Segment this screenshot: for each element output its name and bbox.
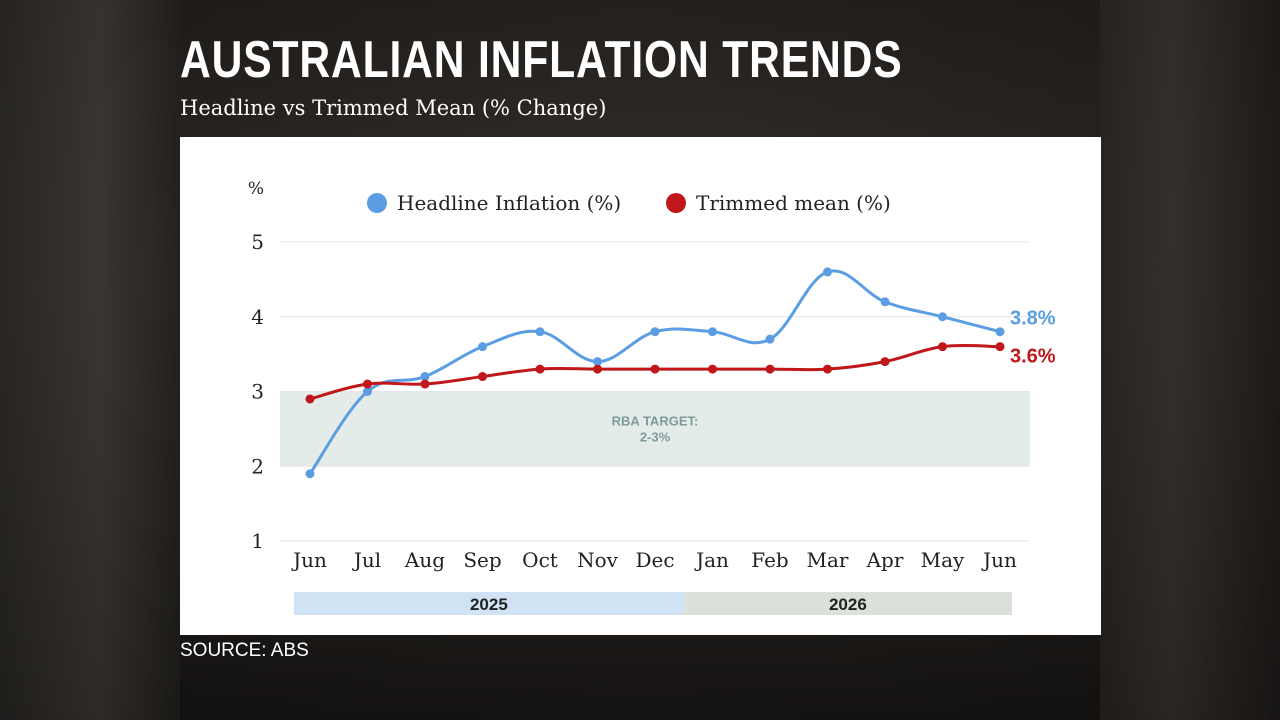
y-tick-label: 2 [251,454,264,478]
data-point [535,327,545,337]
chart-title: AUSTRALIAN INFLATION TRENDS [180,31,903,89]
data-point [938,342,947,352]
year-label: 2026 [829,595,867,614]
end-value-label: 3.6% [1010,346,1056,368]
gridlines [280,241,1030,542]
end-value-label: 3.8% [1010,308,1056,330]
chart-subtitle: Headline vs Trimmed Mean (% Change) [180,96,607,120]
data-point [305,394,315,404]
data-point [880,357,890,367]
x-tick-label: Sep [463,548,501,572]
chart-legend: Headline Inflation (%) Trimmed mean (%) [367,191,891,215]
data-point [765,334,775,344]
data-point [305,469,315,479]
x-tick-label: Apr [866,548,904,572]
data-point [593,357,602,367]
data-point [995,327,1005,337]
year-band-2025 [294,592,684,615]
data-point [765,364,775,374]
x-tick-label: Oct [522,548,558,572]
data-point [478,342,487,352]
series-lines: 3.8% 3.6% [305,267,1056,479]
y-tick-label: 1 [251,529,264,553]
y-tick-label: 5 [251,230,264,254]
source-note: SOURCE: ABS [180,640,309,661]
legend-label: Trimmed mean (%) [696,191,891,215]
data-point [420,379,430,389]
y-axis-unit-label: % [248,179,264,199]
data-point [995,342,1005,352]
legend-label: Headline Inflation (%) [397,191,621,215]
data-point [938,312,947,322]
data-point [535,364,545,374]
x-tick-label: May [921,548,965,572]
x-tick-label: Mar [807,548,849,572]
data-point [708,364,717,374]
legend-marker [367,193,387,213]
y-tick-label: 4 [251,305,264,329]
x-tick-label: Dec [635,548,674,572]
data-point [708,327,717,337]
background-storefront-left [0,0,180,720]
chart-panel: % 1 2 3 4 5 RBA TARGET: 2-3% Headline Inflat… [180,137,1101,635]
data-point [823,267,832,277]
year-label: 2025 [470,595,508,614]
data-point [420,372,430,382]
x-tick-label: Feb [751,548,788,572]
x-axis-ticks: Jun Jul Aug Sep Oct Nov Dec Jan Feb Mar Apr May Jun [291,548,1017,572]
x-tick-label: Jun [291,548,327,572]
data-point [650,364,660,374]
x-tick-label: Jul [352,548,381,572]
background-storefront-right [1100,0,1280,720]
legend-marker [666,193,686,213]
rba-target-label-line1: RBA TARGET: [612,414,699,429]
rba-target-label-line2: 2-3% [640,430,671,445]
data-point [593,364,602,374]
inflation-line-chart: % 1 2 3 4 5 RBA TARGET: 2-3% Headline Inflat… [248,179,1056,615]
data-point [880,297,890,307]
data-point [363,387,372,396]
year-bands: 2025 2026 [294,592,1012,615]
y-tick-label: 3 [251,380,264,404]
rba-target-band [280,391,1030,467]
x-tick-label: Aug [404,548,445,572]
data-point [478,372,487,382]
data-point [363,379,372,389]
x-tick-label: Jun [981,548,1017,572]
data-point [823,364,832,374]
year-band-2026 [683,592,1012,615]
data-point [650,327,660,337]
x-tick-label: Jan [694,548,729,572]
x-tick-label: Nov [577,548,619,572]
y-axis-ticks: 1 2 3 4 5 [251,230,264,553]
